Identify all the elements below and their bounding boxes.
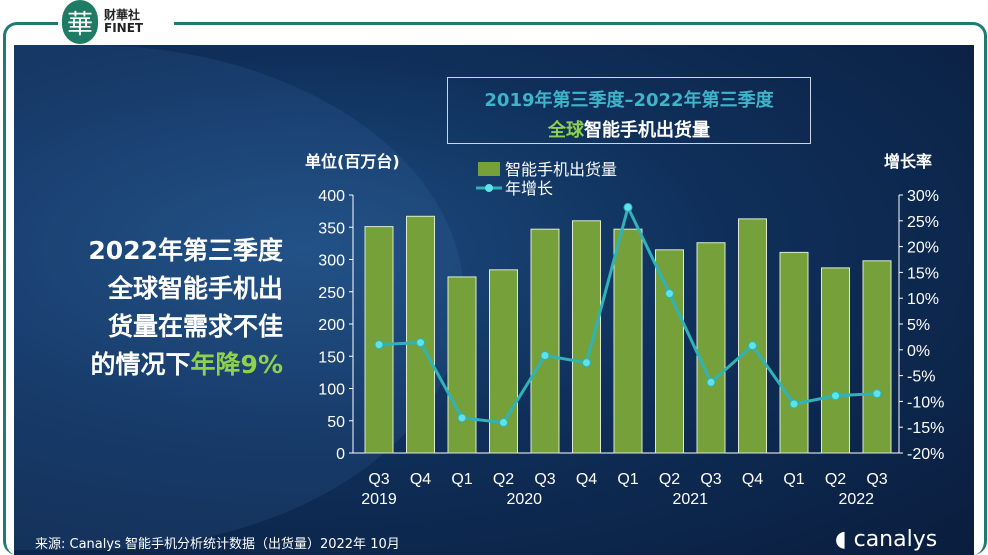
bar xyxy=(862,260,892,454)
growth-point xyxy=(706,377,716,387)
x-tick-label: Q2 xyxy=(825,471,846,488)
growth-point xyxy=(872,389,882,399)
legend-line-label: 年增长 xyxy=(505,179,553,198)
title-green: 全球 xyxy=(548,120,584,141)
year-label: 2019 xyxy=(361,491,397,508)
y2-tick-label: -10% xyxy=(907,394,944,411)
year-label: 2020 xyxy=(506,491,542,508)
bar xyxy=(655,249,684,454)
y2-tick-label: 5% xyxy=(907,317,930,334)
headline: 2022年第三季度 全球智能手机出 货量在需求不佳 的情况下年降9% xyxy=(48,232,283,384)
y-tick-label: 300 xyxy=(318,253,345,270)
title-white: 智能手机出货量 xyxy=(584,120,710,141)
y-tick-label: 200 xyxy=(318,317,345,334)
y2-tick-label: -5% xyxy=(907,369,935,386)
legend-bar-swatch xyxy=(478,162,500,176)
growth-point xyxy=(540,350,550,360)
bar xyxy=(738,218,767,454)
bar xyxy=(406,215,435,454)
y2-tick-label: 25% xyxy=(907,214,939,231)
year-label: 2021 xyxy=(672,491,708,508)
bar xyxy=(530,228,560,454)
bar xyxy=(447,276,477,454)
y-tick-label: 50 xyxy=(327,414,345,431)
frame-border xyxy=(3,22,987,555)
chart-title-box: 2019年第三季度–2022年第三季度 全球智能手机出货量 xyxy=(447,77,811,144)
bar xyxy=(572,220,601,454)
y-tick-label: 100 xyxy=(318,382,345,399)
growth-point xyxy=(582,358,591,368)
y2-tick-label: -20% xyxy=(907,446,944,463)
x-tick-label: Q3 xyxy=(534,471,555,488)
year-label: 2022 xyxy=(838,491,874,508)
finet-logo: 華 财華社 FINET xyxy=(58,0,174,44)
canalys-text: canalys xyxy=(853,527,938,552)
growth-point xyxy=(831,391,840,401)
y-tick-label: 250 xyxy=(318,285,345,302)
title-line1: 2019年第三季度–2022年第三季度 xyxy=(484,90,774,111)
x-tick-label: Q4 xyxy=(576,471,597,488)
y2-tick-label: 0% xyxy=(907,343,930,360)
logo-cn: 财華社 xyxy=(104,8,141,22)
x-tick-label: Q4 xyxy=(742,471,763,488)
y2-tick-label: -15% xyxy=(907,420,944,437)
x-tick-label: Q2 xyxy=(659,471,680,488)
x-tick-label: Q3 xyxy=(866,471,887,488)
y-tick-label: 400 xyxy=(318,188,345,205)
source-note: 来源: Canalys 智能手机分析统计数据（出货量）2022年 10月 xyxy=(35,537,400,552)
growth-point xyxy=(457,413,467,423)
x-tick-label: Q3 xyxy=(368,471,389,488)
headline-line: 货量在需求不佳 xyxy=(107,312,283,341)
headline-line: 全球智能手机出 xyxy=(107,274,283,303)
y-tick-label: 150 xyxy=(318,349,345,366)
headline-highlight: 年降9% xyxy=(190,350,283,379)
growth-point xyxy=(499,418,508,428)
headline-prefix: 的情况下 xyxy=(90,350,191,379)
x-tick-label: Q1 xyxy=(783,471,804,488)
y-tick-label: 350 xyxy=(318,220,345,237)
bar xyxy=(821,267,850,454)
x-tick-label: Q2 xyxy=(493,471,514,488)
x-tick-label: Q1 xyxy=(617,471,638,488)
logo-en: FINET xyxy=(104,21,144,35)
legend-line-marker xyxy=(485,184,493,192)
growth-point xyxy=(665,289,674,299)
y-axis-label: 单位(百万台) xyxy=(305,152,400,171)
title-line2: 全球智能手机出货量 xyxy=(448,116,810,142)
logo-char: 華 xyxy=(66,9,93,40)
growth-point xyxy=(374,340,384,350)
y2-tick-label: 10% xyxy=(907,291,939,308)
bar xyxy=(779,251,809,454)
canalys-logo: ◖ canalys xyxy=(835,527,938,552)
legend-bar-label: 智能手机出货量 xyxy=(505,160,617,179)
bar xyxy=(364,226,394,454)
growth-point xyxy=(789,399,799,409)
headline-line: 2022年第三季度 xyxy=(88,236,283,265)
y2-tick-label: 20% xyxy=(907,240,939,257)
growth-point xyxy=(416,338,425,348)
growth-point xyxy=(623,202,633,212)
y2-tick-label: 15% xyxy=(907,265,939,282)
x-tick-label: Q1 xyxy=(451,471,472,488)
x-tick-label: Q4 xyxy=(410,471,431,488)
bar xyxy=(696,242,726,454)
y-tick-label: 0 xyxy=(336,446,345,463)
y2-tick-label: 30% xyxy=(907,188,939,205)
x-tick-label: Q3 xyxy=(700,471,721,488)
bar xyxy=(613,228,643,454)
growth-point xyxy=(748,341,757,351)
headline-line: 的情况下年降9% xyxy=(48,346,283,384)
y2-axis-label: 增长率 xyxy=(884,152,933,171)
logo-mark: 華 xyxy=(62,0,98,44)
